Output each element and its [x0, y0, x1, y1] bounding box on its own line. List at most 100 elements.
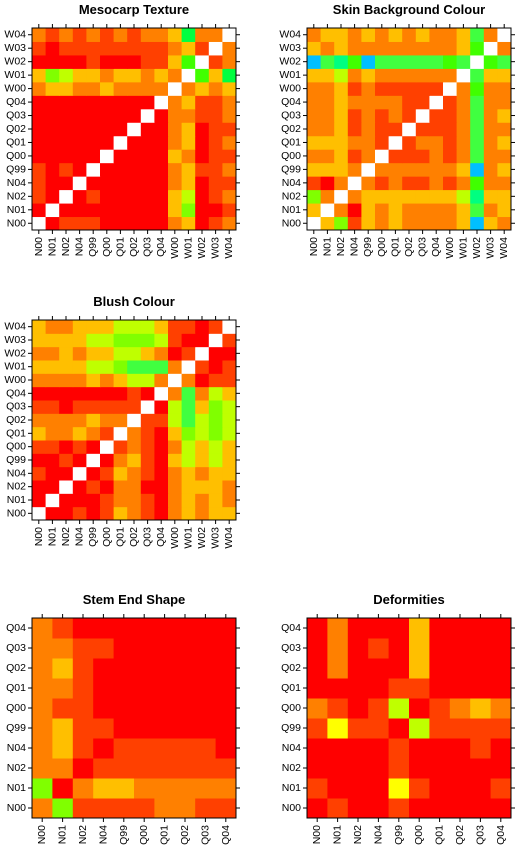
heatmap-cell — [93, 678, 115, 699]
heatmap-cell — [86, 453, 101, 468]
heatmap-cell — [45, 54, 60, 69]
heatmap-cell — [402, 81, 417, 96]
x-tick-label: N00 — [33, 527, 45, 546]
y-tick-label: N02 — [282, 190, 301, 202]
heatmap-cell — [140, 333, 155, 348]
heatmap-cell — [320, 216, 335, 231]
heatmap-cell — [140, 189, 155, 204]
y-tick-label: N04 — [7, 467, 26, 479]
heatmap-cell — [32, 778, 53, 799]
heatmap-cell — [375, 81, 390, 96]
heatmap-cell — [195, 718, 217, 739]
heatmap-cell — [208, 108, 223, 123]
x-tick-label: Q01 — [389, 237, 401, 257]
heatmap-cell — [100, 440, 115, 454]
heatmap-cell — [497, 203, 512, 218]
heatmap-cell — [195, 698, 217, 719]
heatmap-cell — [86, 149, 101, 164]
heatmap-cell — [307, 216, 322, 231]
heatmap-cell — [497, 28, 512, 42]
heatmap-cell — [222, 28, 237, 42]
heatmap-cell — [154, 698, 176, 719]
heatmap-cell — [470, 122, 485, 137]
heatmap-cell — [388, 738, 410, 759]
heatmap-cell — [168, 453, 183, 468]
heatmap-cell — [415, 41, 430, 56]
heatmap-cell — [181, 68, 196, 83]
heatmap-cell — [59, 333, 74, 348]
heatmap-cell — [45, 216, 60, 231]
heatmap-cell — [86, 373, 101, 388]
heatmap-cell — [443, 203, 458, 218]
heatmap-cell — [429, 638, 451, 659]
heatmap-cell — [59, 360, 74, 374]
heatmap-cell — [307, 698, 328, 719]
heatmap-cell — [32, 373, 47, 388]
x-tick-label: Q03 — [474, 825, 486, 845]
heatmap-cell — [140, 400, 155, 414]
heatmap-cell — [334, 203, 349, 218]
heatmap-cell — [174, 718, 196, 739]
heatmap-cell — [59, 41, 74, 56]
heatmap-cell — [483, 176, 498, 191]
heatmap-cell — [483, 122, 498, 137]
heatmap-cell — [409, 638, 430, 659]
heatmap-cell — [368, 638, 390, 659]
heatmap-cell — [429, 678, 451, 699]
heatmap-cell — [59, 346, 74, 361]
heatmap-cell — [388, 638, 410, 659]
heatmap-cell — [181, 413, 196, 428]
heatmap-cell — [32, 54, 47, 69]
x-tick-label: Q00 — [413, 825, 425, 845]
heatmap-cell — [100, 162, 115, 177]
heatmap-cell — [409, 698, 430, 719]
heatmap-cell — [86, 95, 101, 110]
heatmap-cell — [307, 778, 328, 799]
heatmap-cell — [168, 203, 183, 218]
heatmap-cell — [429, 618, 451, 639]
heatmap-cell — [368, 798, 390, 819]
heatmap-cell — [86, 203, 101, 218]
heatmap-cell — [443, 81, 458, 96]
heatmap-cell — [72, 346, 87, 361]
heatmap-cell — [497, 176, 512, 191]
heatmap-cell — [497, 108, 512, 123]
heatmap-cell — [368, 658, 390, 679]
heatmap-cell — [93, 658, 115, 679]
y-tick-label: W04 — [4, 29, 26, 41]
heatmap-cell — [72, 698, 94, 719]
heatmap-cell — [140, 135, 155, 150]
heatmap-cell — [140, 95, 155, 110]
heatmap-cell — [456, 149, 471, 164]
heatmap-cell — [100, 149, 115, 164]
heatmap-cell — [327, 618, 349, 639]
heatmap-cell — [72, 466, 87, 481]
heatmap-cell — [100, 95, 115, 110]
heatmap-cell — [59, 81, 74, 96]
heatmap-cell — [181, 373, 196, 388]
heatmap-cell — [222, 480, 237, 494]
heatmap-cell — [154, 28, 169, 42]
heatmap-cell — [222, 108, 237, 123]
heatmap-cell — [208, 203, 223, 218]
heatmap-cell — [347, 758, 369, 779]
heatmap-cell — [402, 54, 417, 69]
heatmap-cell — [490, 758, 512, 779]
heatmap-cell — [429, 658, 451, 679]
heatmap-cell — [168, 333, 183, 348]
heatmap-cell — [86, 216, 101, 231]
heatmap-cell — [388, 81, 403, 96]
heatmap-cell — [483, 95, 498, 110]
heatmap-cell — [59, 108, 74, 123]
heatmap-cell — [100, 493, 115, 508]
heatmap-cell — [140, 149, 155, 164]
heatmap-cell — [347, 718, 369, 739]
heatmap-cell — [52, 718, 74, 739]
heatmap-cell — [415, 108, 430, 123]
heatmap-cell — [327, 738, 349, 759]
heatmap-cell — [307, 95, 322, 110]
heatmap-cell — [32, 506, 47, 521]
heatmap-cell — [208, 373, 223, 388]
heatmap-cell — [168, 189, 183, 204]
y-tick-label: N01 — [282, 204, 301, 216]
